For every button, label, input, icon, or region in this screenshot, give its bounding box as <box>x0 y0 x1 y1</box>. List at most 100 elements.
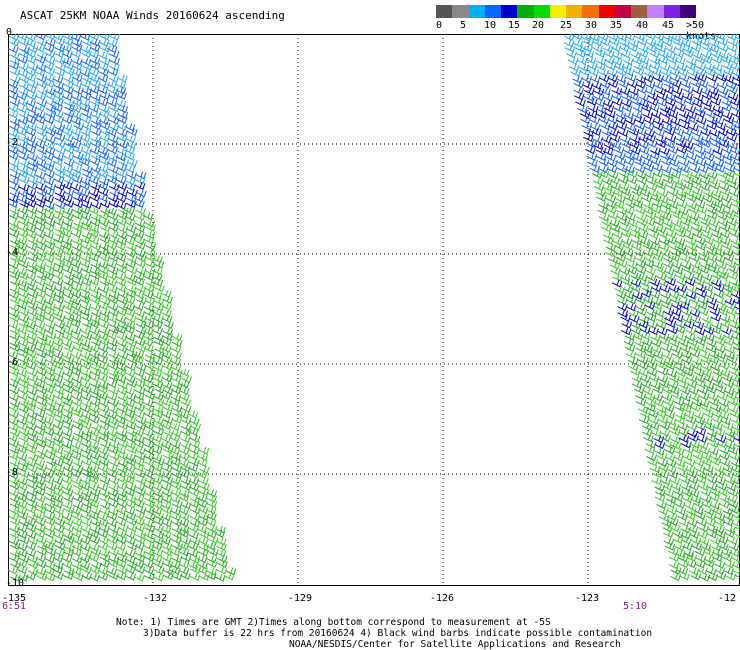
wind-barb <box>723 338 735 347</box>
wind-barb <box>712 147 724 155</box>
wind-barb <box>629 225 641 234</box>
wind-barb <box>152 267 163 276</box>
wind-barb <box>8 61 20 70</box>
wind-barb <box>693 193 705 202</box>
wind-barb <box>719 230 731 239</box>
wind-barb <box>45 356 57 365</box>
wind-barb <box>25 505 37 514</box>
wind-barb <box>18 218 30 227</box>
wind-barb <box>659 237 671 246</box>
wind-barb <box>43 542 55 551</box>
wind-barb <box>63 199 75 208</box>
wind-barb <box>170 345 182 354</box>
wind-barb <box>731 561 740 570</box>
wind-barb <box>725 477 736 485</box>
wind-barb <box>19 75 30 84</box>
wind-barb <box>34 524 46 533</box>
wind-barb <box>654 441 666 450</box>
wind-barb <box>9 459 21 468</box>
wind-barb <box>702 189 714 198</box>
wind-barb <box>43 385 55 394</box>
wind-barb <box>612 189 624 197</box>
wind-barb <box>97 332 109 341</box>
wind-barb <box>8 488 20 497</box>
wind-barb <box>107 303 119 312</box>
wind-barb <box>599 74 610 83</box>
wind-barb <box>71 93 83 102</box>
wind-barb <box>53 296 65 304</box>
wind-barb <box>8 403 20 412</box>
wind-barb <box>712 236 723 245</box>
wind-barb <box>717 536 729 545</box>
wind-barb <box>609 224 621 233</box>
wind-barb <box>592 44 603 53</box>
wind-barb <box>701 56 713 64</box>
wind-barb <box>679 121 690 130</box>
wind-barb <box>134 500 145 509</box>
wind-barb <box>17 464 28 473</box>
wind-barb <box>729 368 740 377</box>
wind-barb <box>663 398 675 407</box>
wind-barb <box>135 531 147 540</box>
wind-barb <box>162 445 174 454</box>
wind-barb <box>660 207 672 216</box>
wind-barb <box>35 482 47 491</box>
wind-barb <box>9 343 21 352</box>
wind-barb <box>97 193 109 202</box>
wind-barb <box>607 74 618 83</box>
wind-barb <box>152 333 164 342</box>
wind-barb <box>107 165 119 174</box>
wind-barb <box>54 525 65 533</box>
wind-barb <box>90 363 101 372</box>
wind-barb <box>677 464 689 473</box>
wind-barb <box>619 273 631 282</box>
wind-barb <box>205 506 217 515</box>
wind-barb <box>124 453 136 462</box>
wind-barb <box>134 182 146 190</box>
wind-barb <box>664 542 676 551</box>
wind-barb <box>724 529 736 538</box>
wind-barb <box>98 152 110 161</box>
wind-barb <box>716 482 728 491</box>
wind-barb <box>153 457 165 466</box>
wind-barb <box>694 109 706 118</box>
wind-barb <box>640 410 651 419</box>
wind-barb <box>115 411 127 420</box>
wind-barb <box>694 560 706 569</box>
wind-barb <box>645 350 656 359</box>
wind-barb <box>567 56 579 65</box>
wind-barb <box>115 153 127 162</box>
wind-barb <box>689 309 701 318</box>
wind-barb <box>668 285 680 293</box>
wind-barb <box>97 344 109 353</box>
wind-barb <box>124 476 136 485</box>
wind-barb <box>98 452 109 461</box>
wind-barb <box>663 308 675 317</box>
wind-barb <box>16 326 28 335</box>
wind-barb <box>73 194 84 203</box>
wind-barb <box>729 453 740 462</box>
wind-barb <box>649 56 661 65</box>
wind-barb <box>136 189 147 198</box>
wind-barb <box>712 415 723 424</box>
wind-barb <box>721 145 733 154</box>
wind-barb <box>680 218 691 227</box>
wind-barb <box>98 212 110 221</box>
wind-barb <box>73 410 84 418</box>
wind-barb <box>64 103 75 112</box>
wind-barb <box>125 135 136 144</box>
wind-barb <box>81 356 93 364</box>
wind-barb <box>172 409 183 418</box>
wind-barb <box>98 266 109 275</box>
wind-barb <box>152 476 163 485</box>
wind-barb <box>699 38 710 47</box>
wind-barb <box>648 416 660 425</box>
wind-barb <box>691 51 703 60</box>
wind-barb <box>9 271 21 280</box>
wind-barb <box>45 332 57 340</box>
lat-tick-6: -6 <box>6 357 19 368</box>
wind-barb <box>98 429 110 438</box>
wind-barb <box>25 146 37 155</box>
wind-barb <box>98 321 110 330</box>
wind-barb <box>178 512 190 521</box>
